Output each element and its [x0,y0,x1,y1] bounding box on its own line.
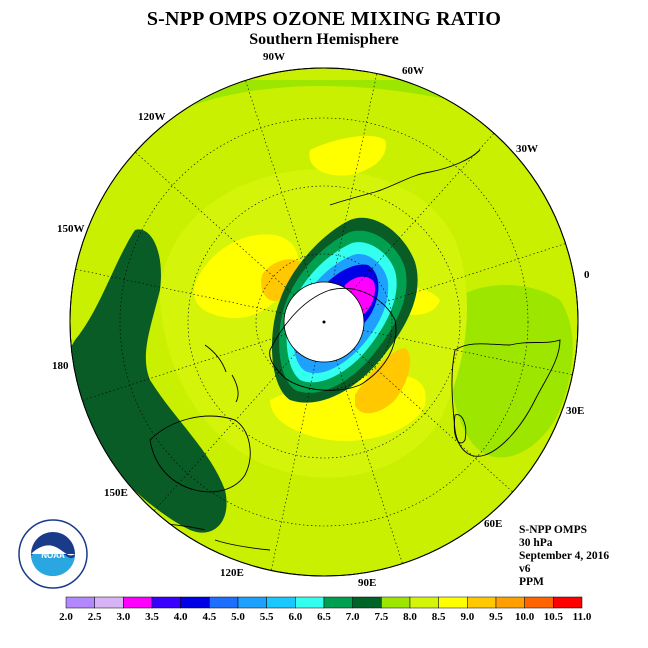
map-title: S-NPP OMPS OZONE MIXING RATIO [146,8,502,30]
info-units: PPM [519,576,544,588]
label-60e: 60E [484,518,502,530]
label-30w: 30W [516,143,538,155]
info-instrument: S-NPP OMPS [519,524,588,536]
label-90w: 90W [263,51,285,63]
contour-orange-west [261,259,302,302]
label-90e: 90E [358,577,376,589]
label-150e: 150E [104,487,128,499]
label-150w: 150W [57,223,85,235]
label-120e: 120E [220,567,244,579]
info-version: v6 [519,563,531,575]
label-180: 180 [52,360,69,372]
contour-yellow-north [309,135,386,176]
info-date: September 4, 2016 [519,550,610,562]
label-0: 0 [584,269,590,281]
svg-text:NOAA: NOAA [41,551,65,560]
map-subtitle: Southern Hemisphere [249,31,399,48]
contour-orange-south [355,348,411,414]
label-120w: 120W [138,111,166,123]
noaa-logo: NOAA [18,519,88,589]
contour-lime-east [447,285,573,458]
info-block: S-NPP OMPS 30 hPa September 4, 2016 v6 P… [519,524,609,589]
latitude-grid [119,117,529,527]
label-60w: 60W [402,65,424,77]
label-30e: 30E [566,405,584,417]
info-level: 30 hPa [519,537,553,549]
